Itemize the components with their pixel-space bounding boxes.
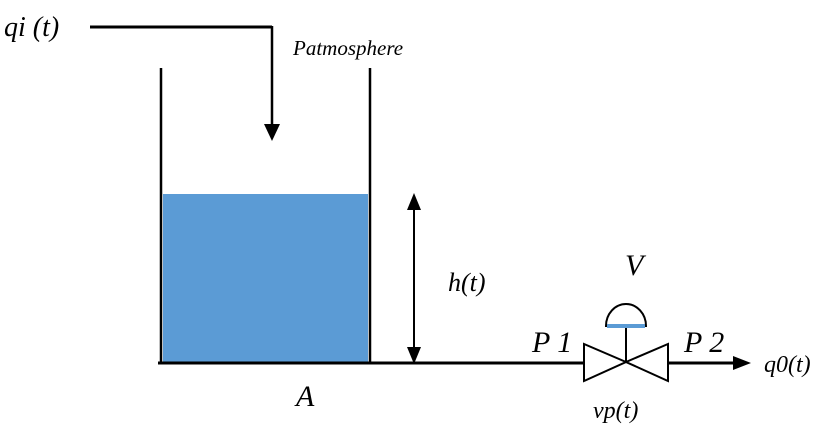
- atmosphere-label: Patmosphere: [292, 36, 403, 60]
- inflow-label: qi (t): [4, 12, 59, 43]
- height-arrow: [407, 193, 421, 364]
- inflow-arrow-icon: [264, 124, 280, 141]
- valve-position-label: vp(t): [593, 398, 638, 424]
- outflow-pipe: [668, 356, 751, 370]
- water-level: [163, 194, 368, 364]
- valve-right-triangle: [623, 342, 669, 383]
- control-valve: [583, 303, 669, 383]
- area-label: A: [294, 380, 315, 413]
- pressure-2-label: P 2: [683, 326, 724, 359]
- valve-left-triangle: [583, 342, 629, 383]
- valve-actuator-dome: [604, 303, 648, 327]
- outflow-arrow-icon: [733, 356, 751, 370]
- pressure-1-label: P 1: [531, 326, 572, 359]
- valve-v-label: V: [625, 249, 647, 282]
- height-label: h(t): [448, 268, 486, 297]
- outflow-label: q0(t): [764, 352, 811, 378]
- inflow-pipe: [90, 25, 280, 141]
